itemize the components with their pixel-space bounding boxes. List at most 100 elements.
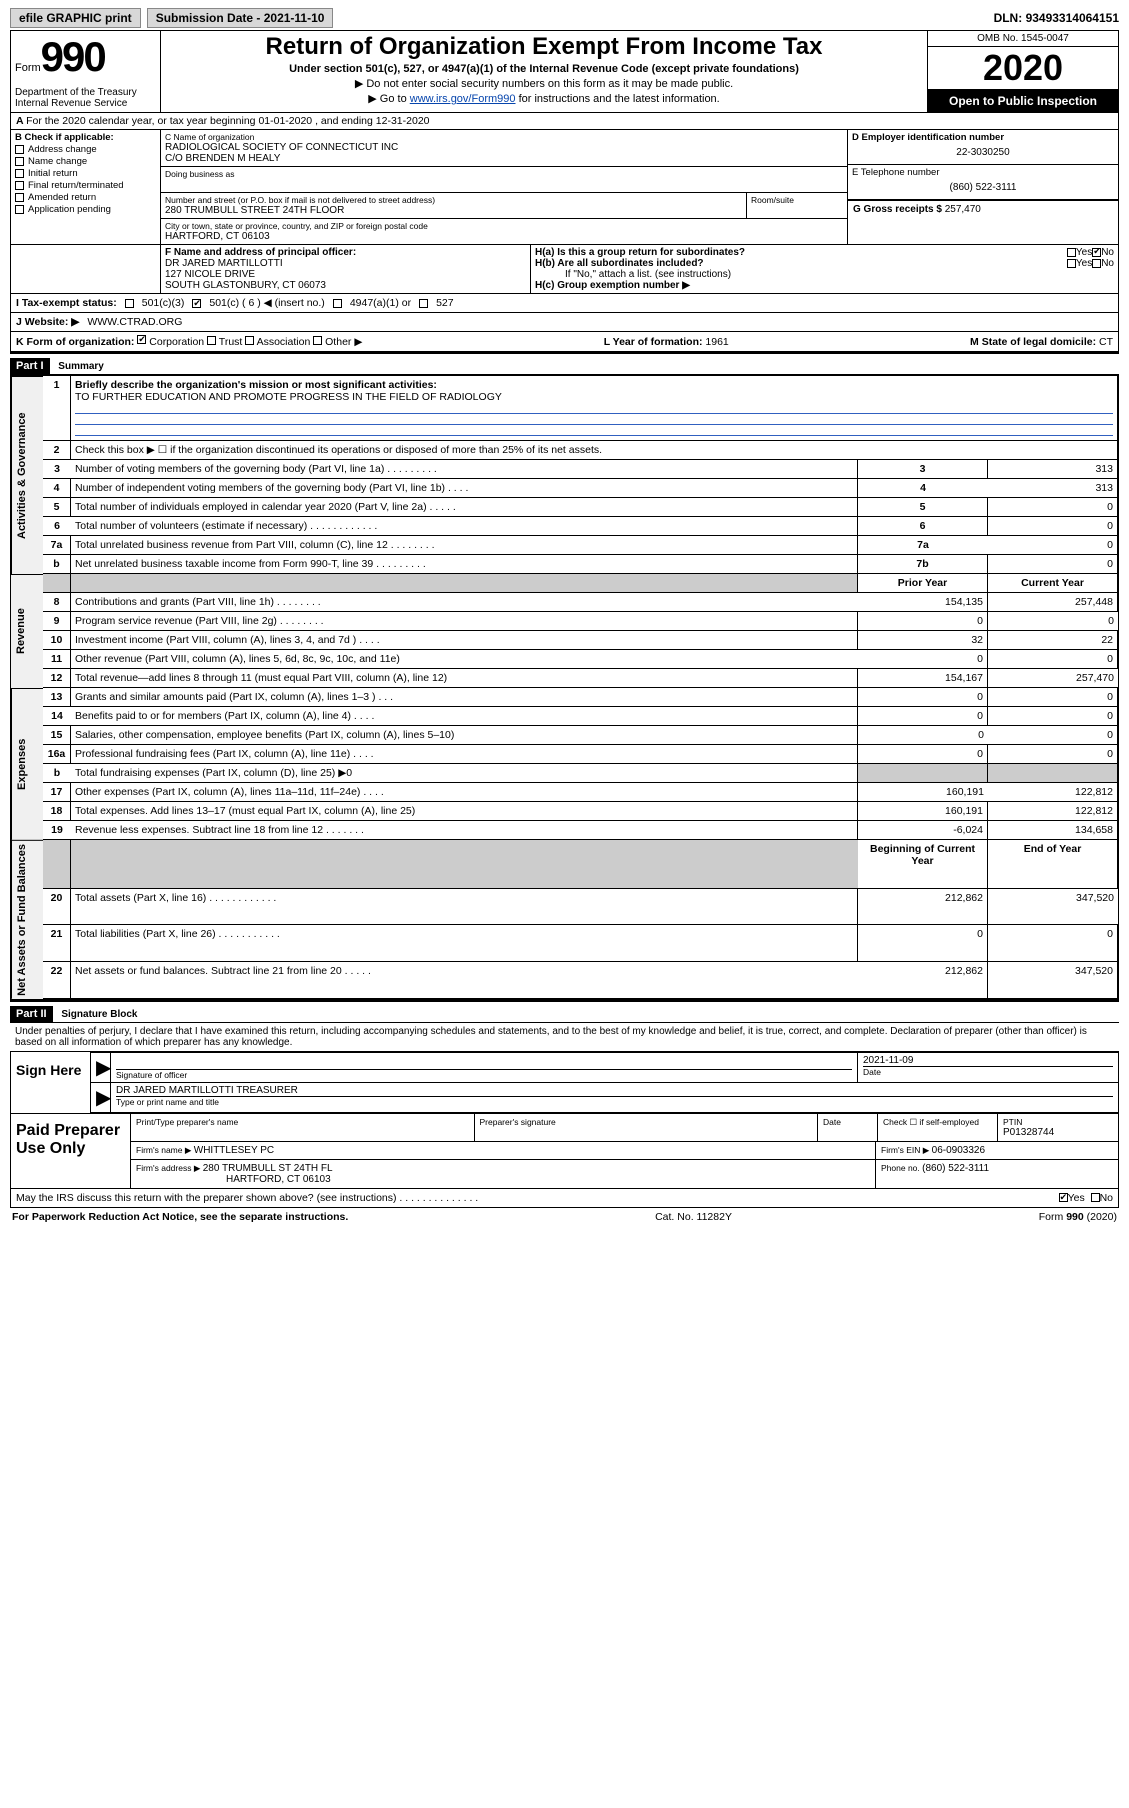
cb-label: Final return/terminated [28,180,124,191]
cb-final-return[interactable]: Final return/terminated [15,180,156,191]
line-22-end: 347,520 [988,962,1118,999]
line-7a-desc: Total unrelated business revenue from Pa… [71,536,858,555]
line-13-num: 13 [43,688,71,707]
line-b-curr [988,764,1118,783]
cb-app-pending[interactable]: Application pending [15,204,156,215]
net-hdr-blank-n [43,840,71,889]
line-20-desc: Total assets (Part X, line 16) . . . . .… [71,889,858,926]
line-2-num: 2 [43,441,71,460]
line-18-prior: 160,191 [858,802,988,821]
checkbox-icon[interactable] [125,299,134,308]
line-21-num: 21 [43,925,71,962]
line-15-desc: Salaries, other compensation, employee b… [71,726,858,745]
i-opt-501c3: 501(c)(3) [142,297,185,309]
checkbox-icon [15,157,24,166]
checkbox-icon[interactable] [313,336,322,345]
cb-address-change[interactable]: Address change [15,144,156,155]
checkbox-icon[interactable] [207,336,216,345]
checkbox-icon[interactable] [1067,248,1076,257]
checkbox-icon[interactable] [419,299,428,308]
line-5-col: 5 [858,498,988,517]
form-word: Form [15,62,41,74]
line-21-end: 0 [988,925,1118,962]
form-title: Return of Organization Exempt From Incom… [167,33,921,61]
line-8-curr: 257,448 [988,593,1118,612]
checkbox-icon[interactable] [1092,248,1101,257]
cb-amended[interactable]: Amended return [15,192,156,203]
form-id-cell: Form990 Department of the Treasury Inter… [11,31,161,112]
efile-button[interactable]: efile GRAPHIC print [10,8,141,28]
line-18-num: 18 [43,802,71,821]
period-text: For the 2020 calendar year, or tax year … [26,115,429,127]
line-9-num: 9 [43,612,71,631]
checkbox-icon [15,193,24,202]
line-9-prior: 0 [858,612,988,631]
top-bar: efile GRAPHIC print Submission Date - 20… [10,8,1119,28]
yes-label: Yes [1076,247,1092,258]
phone-value: (860) 522-3111 [852,178,1114,197]
line-7a-num: 7a [43,536,71,555]
arrow-icon: ▶ [91,1053,111,1082]
checkbox-icon[interactable] [1091,1193,1100,1202]
cb-label: Address change [28,144,97,155]
checkbox-icon[interactable] [192,299,201,308]
line-10-curr: 22 [988,631,1118,650]
firm-phone: (860) 522-3111 [922,1163,989,1174]
line-22-num: 22 [43,962,71,999]
checkbox-icon[interactable] [245,336,254,345]
line-11-desc: Other revenue (Part VIII, column (A), li… [71,650,858,669]
firm-phone-label: Phone no. [881,1163,922,1173]
cb-name-change[interactable]: Name change [15,156,156,167]
submission-date: Submission Date - 2021-11-10 [147,8,334,28]
tab-net-assets: Net Assets or Fund Balances [11,840,43,999]
line-17-curr: 122,812 [988,783,1118,802]
line-20-begin: 212,862 [858,889,988,926]
line-19-desc: Revenue less expenses. Subtract line 18 … [71,821,858,840]
line-15-curr: 0 [988,726,1118,745]
form-subtitle: Under section 501(c), 527, or 4947(a)(1)… [167,63,921,75]
line-7a-val: 0 [988,536,1118,555]
firm-addr2: HARTFORD, CT 06103 [136,1174,331,1185]
checkbox-icon[interactable] [1059,1193,1068,1202]
line-6-col: 6 [858,517,988,536]
cb-label: Initial return [28,168,78,179]
addr-label: Number and street (or P.O. box if mail i… [165,195,742,205]
b-header: B Check if applicable: [15,132,156,143]
firm-name-label: Firm's name ▶ [136,1145,194,1155]
sign-here-block: Sign Here ▶ Signature of officer 2021-11… [10,1051,1119,1114]
col-deg: D Employer identification number 22-3030… [848,130,1118,244]
line-19-curr: 134,658 [988,821,1118,840]
k-assoc: Association [257,336,311,348]
perjury-statement: Under penalties of perjury, I declare th… [10,1023,1119,1051]
irs-link[interactable]: www.irs.gov/Form990 [410,93,516,105]
line-3-desc: Number of voting members of the governin… [71,460,858,479]
checkbox-icon [15,205,24,214]
note-link-b: for instructions and the latest informat… [516,93,720,105]
line-7a-col: 7a [858,536,988,555]
firm-ein: 06-0903326 [932,1145,985,1156]
form-header: Form990 Department of the Treasury Inter… [10,30,1119,113]
line-13-curr: 0 [988,688,1118,707]
checkbox-icon[interactable] [137,335,146,344]
line-19-num: 19 [43,821,71,840]
checkbox-icon[interactable] [1067,259,1076,268]
checkbox-icon[interactable] [333,299,342,308]
checkbox-icon[interactable] [1092,259,1101,268]
type-name-label: Type or print name and title [116,1096,1113,1107]
cb-label: Application pending [28,204,111,215]
form-ref: Form 990 (2020) [1039,1211,1117,1223]
col-begin-year: Beginning of Current Year [858,840,988,889]
line-13-prior: 0 [858,688,988,707]
line-11-curr: 0 [988,650,1118,669]
line-16a-curr: 0 [988,745,1118,764]
checkbox-icon [15,145,24,154]
line-9-desc: Program service revenue (Part VIII, line… [71,612,858,631]
line-19-prior: -6,024 [858,821,988,840]
line-3-num: 3 [43,460,71,479]
line-21-begin: 0 [858,925,988,962]
open-inspection: Open to Public Inspection [928,90,1118,112]
cb-initial-return[interactable]: Initial return [15,168,156,179]
k-other: Other ▶ [325,336,362,348]
hb-label: H(b) Are all subordinates included? [535,258,704,269]
prep-date-label: Date [823,1117,872,1127]
